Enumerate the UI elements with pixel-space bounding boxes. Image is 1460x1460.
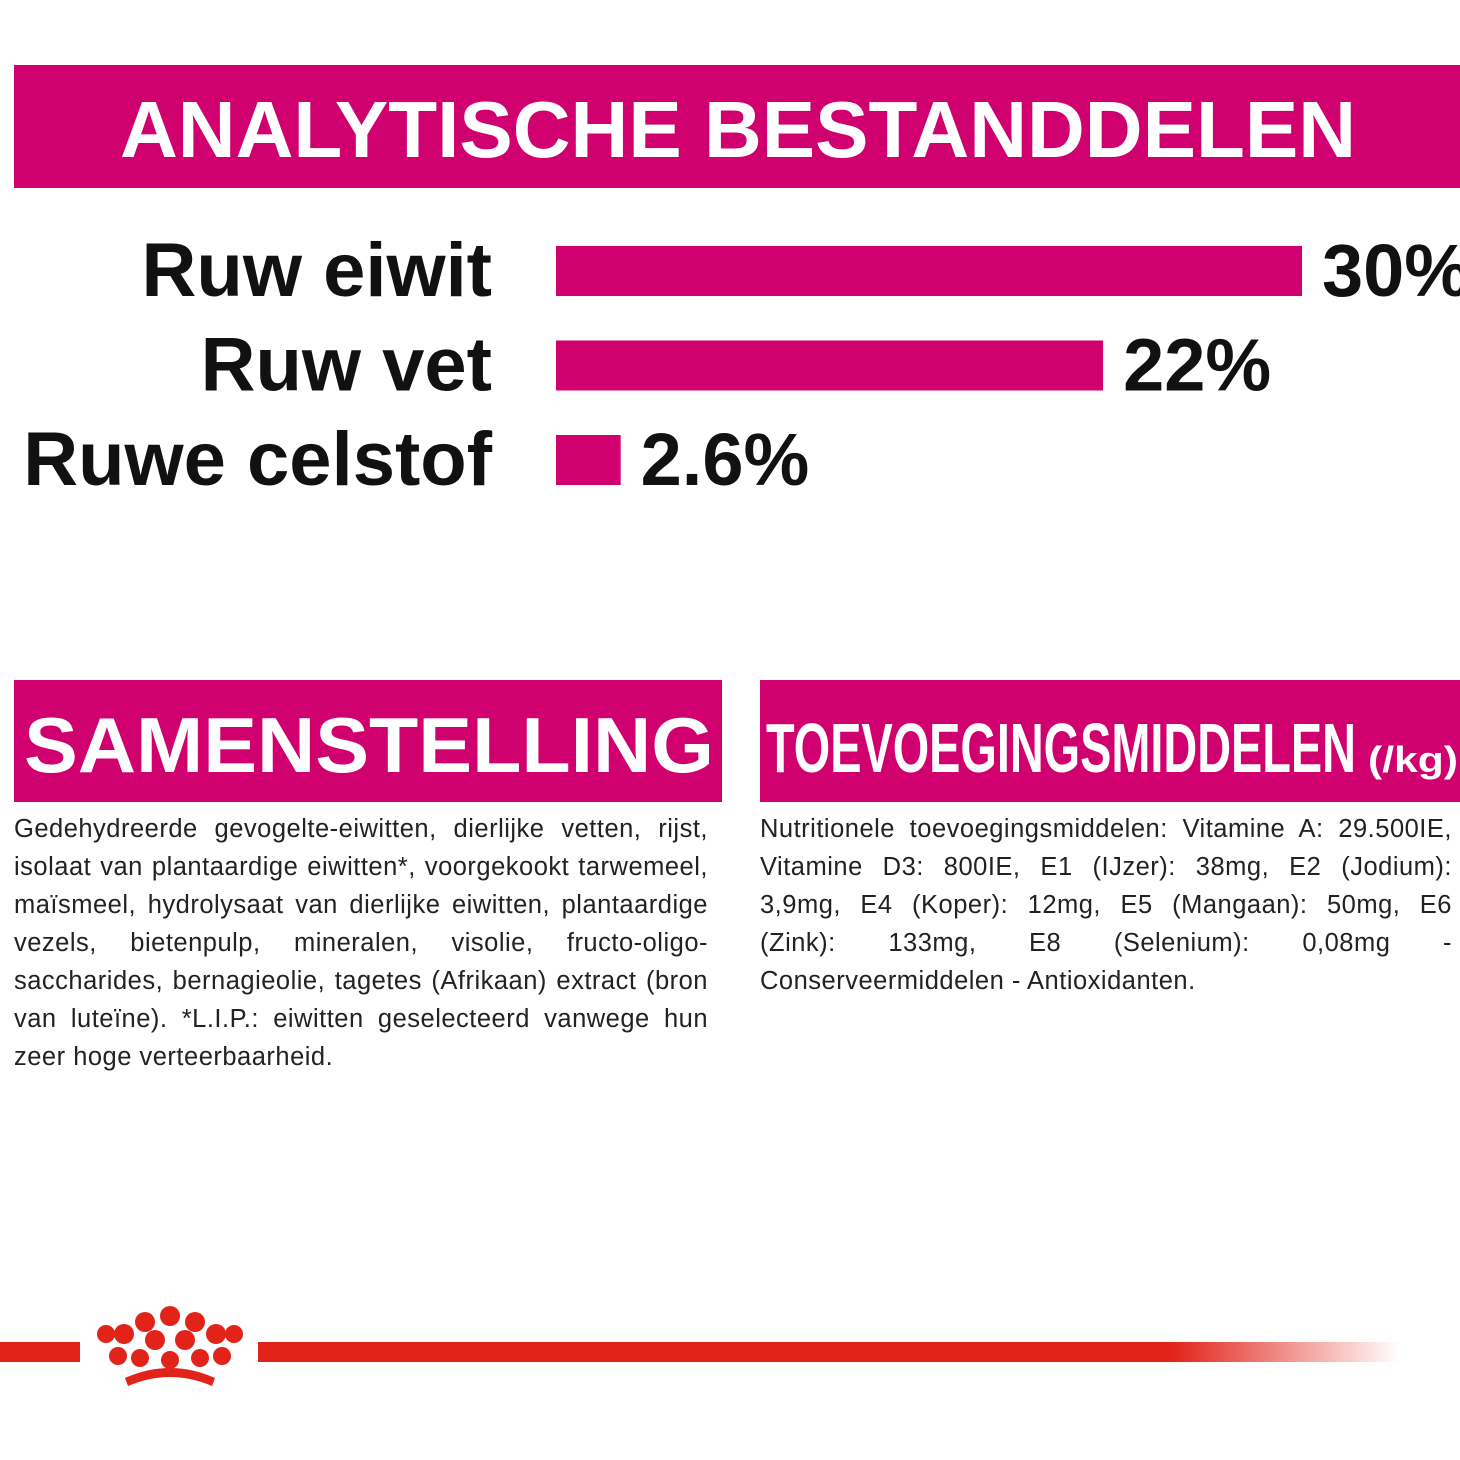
bar [556, 435, 621, 485]
bar [556, 246, 1302, 296]
section-band [760, 680, 1460, 802]
value-label: 30% [1322, 229, 1460, 312]
brand-line [258, 1342, 1400, 1362]
section-body: Gedehydreerde gevogelte-eiwitten, dierli… [14, 815, 708, 1071]
value-label: 2.6% [641, 418, 810, 501]
section-band [14, 680, 722, 802]
section-body: Nutritionele toevoegingsmiddelen: Vitami… [760, 815, 1452, 995]
brand-line [0, 1342, 80, 1362]
section-title: TOEVOEGINGSMIDDELEN [766, 709, 1356, 787]
logo [97, 1306, 243, 1386]
category-label: Ruw vet [201, 323, 492, 408]
chart-title: ANALYTISCHE BESTANDDELEN [120, 85, 1356, 174]
header-band [14, 65, 1460, 188]
category-label: Ruwe celstof [23, 417, 492, 502]
value-label: 22% [1123, 324, 1271, 407]
section-title: SAMENSTELLING [24, 701, 714, 789]
section-unit: (/kg) [1368, 739, 1458, 780]
bar [556, 340, 1104, 391]
category-label: Ruw eiwit [142, 228, 492, 313]
